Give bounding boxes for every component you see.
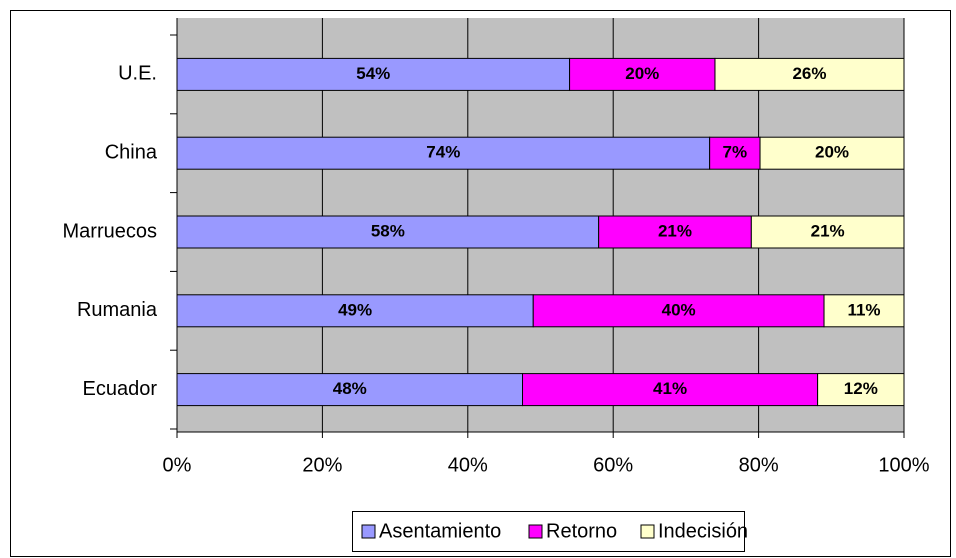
- data-label: 7%: [723, 143, 748, 162]
- bar: [598, 215, 752, 249]
- bar: [176, 294, 534, 328]
- y-tick-label: Marruecos: [63, 220, 157, 242]
- data-label: 58%: [371, 221, 405, 240]
- data-label: 26%: [792, 64, 826, 83]
- y-tick-label: Ecuador: [83, 378, 158, 400]
- bar: [823, 294, 905, 328]
- legend-label: Asentamiento: [379, 520, 501, 542]
- data-label: 49%: [338, 300, 372, 319]
- x-tick-label: 0%: [163, 454, 192, 476]
- x-tick-label: 20%: [302, 454, 342, 476]
- x-tick-label: 80%: [739, 454, 779, 476]
- x-tick-label: 100%: [878, 454, 929, 476]
- legend-label: Retorno: [546, 520, 617, 542]
- bar: [522, 373, 819, 407]
- bar: [176, 136, 711, 170]
- data-label: 54%: [356, 64, 390, 83]
- bar: [176, 373, 524, 407]
- legend-swatch: [361, 524, 376, 539]
- legend-label: Indecisión: [658, 520, 748, 542]
- bar: [817, 373, 905, 407]
- data-label: 48%: [333, 379, 367, 398]
- bar: [176, 215, 600, 249]
- x-tick-label: 40%: [448, 454, 488, 476]
- data-label: 40%: [662, 300, 696, 319]
- bar: [750, 215, 905, 249]
- x-tick-label: 60%: [593, 454, 633, 476]
- data-label: 20%: [815, 143, 849, 162]
- data-label: 74%: [426, 143, 460, 162]
- bar: [759, 136, 905, 170]
- y-tick-label: Rumania: [77, 299, 158, 321]
- bar: [176, 57, 571, 91]
- bar: [569, 57, 716, 91]
- legend-box: [352, 511, 745, 552]
- data-label: 21%: [811, 221, 845, 240]
- bar: [532, 294, 825, 328]
- y-tick-label: China: [105, 141, 158, 163]
- bar: [709, 136, 761, 170]
- bar: [714, 57, 905, 91]
- data-label: 41%: [653, 379, 687, 398]
- data-label: 11%: [847, 300, 880, 319]
- data-label: 20%: [625, 64, 659, 83]
- legend-swatch: [640, 524, 655, 539]
- y-tick-label: U.E.: [118, 63, 157, 85]
- data-label: 21%: [658, 221, 692, 240]
- legend-swatch: [528, 524, 543, 539]
- data-label: 12%: [844, 379, 878, 398]
